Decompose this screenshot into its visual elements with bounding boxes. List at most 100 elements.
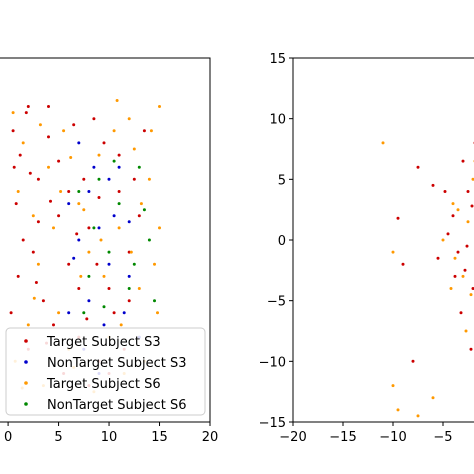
left-point-series-1: [67, 311, 71, 315]
left-point-series-0: [26, 105, 30, 108]
right-point-series-0: [456, 250, 460, 254]
left-point-series-2: [129, 250, 133, 254]
left-point-series-3: [142, 208, 146, 212]
right-point-series-0: [451, 214, 455, 218]
left-point-series-0: [67, 190, 71, 193]
left-point-series-3: [107, 250, 111, 254]
left-point-series-0: [102, 141, 106, 145]
left-point-series-3: [132, 262, 136, 266]
right-point-series-1: [431, 396, 435, 400]
right-y-axis-ticks: −15 −10 −5 0 5 10 15: [259, 52, 293, 431]
legend-marker: [24, 381, 28, 385]
legend-marker: [24, 360, 28, 364]
legend-marker: [24, 402, 28, 406]
left-point-series-0: [14, 202, 18, 206]
left-point-series-0: [67, 262, 71, 266]
right-point-series-0: [471, 287, 474, 290]
right-point-series-0: [411, 359, 415, 363]
left-point-series-0: [31, 250, 35, 254]
left-point-series-2: [79, 274, 83, 278]
left-point-series-0: [49, 199, 52, 203]
left-point-series-3: [153, 299, 156, 303]
left-point-series-2: [149, 129, 153, 133]
legend-label: Target Subject S3: [46, 335, 161, 350]
left-point-series-1: [117, 165, 121, 169]
right-point-series-0: [463, 268, 467, 272]
left-point-series-2: [102, 274, 106, 278]
left-point-series-0: [107, 287, 111, 290]
right-y-tick-label: 5: [278, 173, 286, 188]
left-point-series-0: [127, 250, 131, 254]
left-point-series-2: [52, 226, 55, 230]
left-point-series-0: [36, 177, 40, 181]
right-point-series-0: [470, 204, 474, 208]
left-point-series-3: [147, 238, 151, 242]
right-point-series-1: [391, 250, 395, 254]
left-x-tick-label: 20: [202, 430, 219, 445]
left-point-series-0: [95, 262, 99, 266]
left-point-series-1: [77, 141, 81, 145]
right-point-series-1: [449, 287, 453, 290]
left-point-series-1: [107, 262, 111, 266]
left-point-series-1: [87, 190, 91, 193]
left-point-series-1: [87, 299, 91, 303]
right-y-tick-label: −15: [259, 416, 286, 431]
left-point-series-3: [137, 165, 141, 169]
right-point-series-0: [453, 274, 457, 278]
right-x-tick-label: −5: [433, 430, 452, 445]
left-point-series-2: [119, 323, 123, 327]
left-point-series-0: [57, 214, 61, 218]
right-point-series-0: [465, 244, 469, 248]
left-point-series-0: [57, 159, 61, 163]
left-point-series-0: [41, 299, 45, 303]
left-point-series-2: [147, 177, 151, 181]
right-point-series-1: [466, 220, 470, 224]
left-point-series-2: [16, 190, 20, 193]
left-point-series-2: [132, 147, 136, 151]
left-point-series-0: [127, 299, 131, 303]
left-point-series-0: [9, 311, 13, 315]
left-point-series-1: [102, 323, 106, 327]
left-point-series-0: [87, 226, 91, 230]
right-point-series-1: [391, 384, 395, 388]
left-point-series-0: [142, 129, 146, 133]
left-point-series-0: [28, 171, 32, 175]
right-point-series-0: [416, 165, 420, 169]
left-point-series-1: [107, 177, 111, 181]
legend: Target Subject S3 NonTarget Subject S3 Tar…: [5, 327, 206, 416]
right-x-tick-label: −15: [329, 430, 356, 445]
right-point-series-1: [461, 274, 465, 278]
left-point-series-1: [97, 226, 101, 230]
legend-box: [5, 327, 206, 416]
right-point-series-1: [456, 208, 460, 212]
left-point-series-3: [87, 274, 91, 278]
right-point-series-1: [471, 177, 474, 181]
left-point-series-2: [26, 323, 30, 327]
right-point-series-0: [461, 159, 465, 163]
left-point-series-0: [112, 311, 116, 315]
right-point-series-0: [401, 262, 405, 266]
left-point-series-2: [21, 141, 25, 145]
right-point-series-1: [469, 293, 473, 297]
left-point-series-2: [137, 287, 141, 290]
left-point-series-0: [18, 153, 22, 157]
legend-label: Target Subject S6: [46, 377, 161, 392]
right-y-tick-label: −10: [259, 355, 286, 370]
left-point-series-2: [115, 99, 119, 102]
left-point-series-3: [102, 305, 106, 309]
right-y-tick-label: 10: [269, 113, 286, 128]
left-point-series-2: [69, 156, 73, 159]
left-point-series-0: [72, 123, 76, 127]
left-point-series-2: [31, 214, 35, 218]
right-point-series-0: [396, 216, 400, 220]
left-point-series-2: [82, 208, 86, 212]
left-point-series-1: [72, 256, 76, 260]
left-point-series-0: [21, 238, 25, 242]
left-point-series-0: [34, 281, 38, 284]
left-x-tick-label: 15: [151, 430, 168, 445]
left-point-series-2: [99, 238, 103, 242]
left-point-series-2: [158, 226, 161, 230]
left-point-series-1: [92, 165, 96, 169]
right-point-series-1: [396, 408, 400, 412]
